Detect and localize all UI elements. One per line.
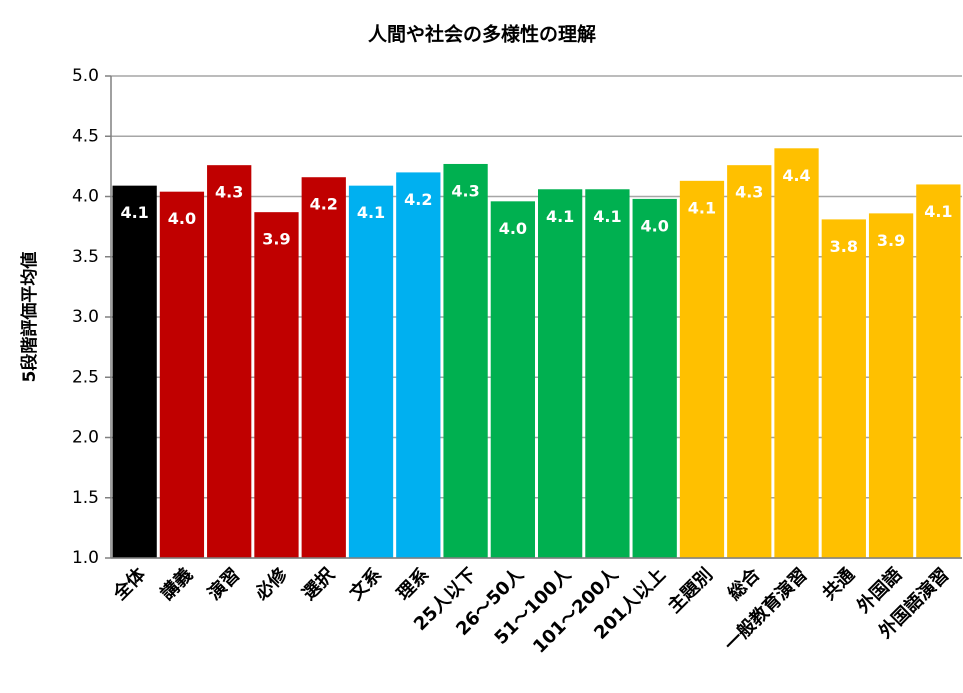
y-tick-label: 4.5 [72,126,99,146]
data-label: 4.1 [924,202,952,221]
bar [727,165,772,559]
y-tick-label: 3.5 [72,247,99,267]
y-tick-label: 1.5 [72,488,99,508]
bar [301,177,346,558]
y-tick-label: 3.0 [72,307,99,327]
data-label: 4.4 [782,166,810,185]
chart-title: 人間や社会の多様性の理解 [368,23,596,46]
data-label: 3.9 [877,231,905,250]
data-label: 4.3 [451,181,479,200]
bar [112,185,157,558]
data-label: 4.0 [641,216,669,235]
data-label: 4.2 [404,190,432,209]
data-label: 4.3 [735,183,763,202]
data-label: 4.1 [120,203,148,222]
data-label: 4.0 [168,209,196,228]
x-tick-label: 演習 [203,564,244,605]
x-tick-label: 文系 [345,564,386,605]
bar [679,180,725,558]
x-tick-label: 講義 [156,564,197,605]
bar [348,185,394,558]
y-axis-label: 5段階評価平均値 [19,252,40,383]
y-tick-label: 2.0 [72,428,99,448]
y-tick-label: 4.0 [72,187,99,207]
bar [538,189,583,558]
y-tick-label: 1.0 [72,548,99,568]
bar [490,201,535,558]
data-label: 4.1 [546,207,574,226]
data-label: 3.8 [830,237,858,256]
x-tick-label: 必修 [250,563,292,605]
bar [254,212,299,559]
data-label: 4.1 [688,198,716,217]
data-label: 4.3 [215,183,243,202]
bar [159,191,205,558]
data-label: 4.0 [499,219,527,238]
bar [868,213,914,558]
data-label: 4.1 [357,203,385,222]
x-tick-label: 共通 [819,564,859,604]
y-tick-label: 5.0 [72,66,99,86]
x-tick-label: 一般教育演習 [720,564,812,656]
x-tick-label: 選択 [299,564,340,605]
bar [207,165,252,559]
data-label: 4.2 [310,195,338,214]
x-tick-label: 全体 [108,563,150,605]
data-label: 3.9 [262,230,290,249]
bar [396,172,441,558]
bar [585,189,630,558]
bar [632,198,677,558]
x-tick-label: 理系 [393,564,433,604]
y-tick-label: 2.5 [72,367,99,387]
bar [916,184,961,558]
data-label: 4.1 [593,207,621,226]
x-tick-label: 主題別 [663,564,717,618]
bar [774,148,819,559]
bar [821,219,866,558]
bar [443,163,488,558]
x-tick-label: 総合 [723,563,765,605]
